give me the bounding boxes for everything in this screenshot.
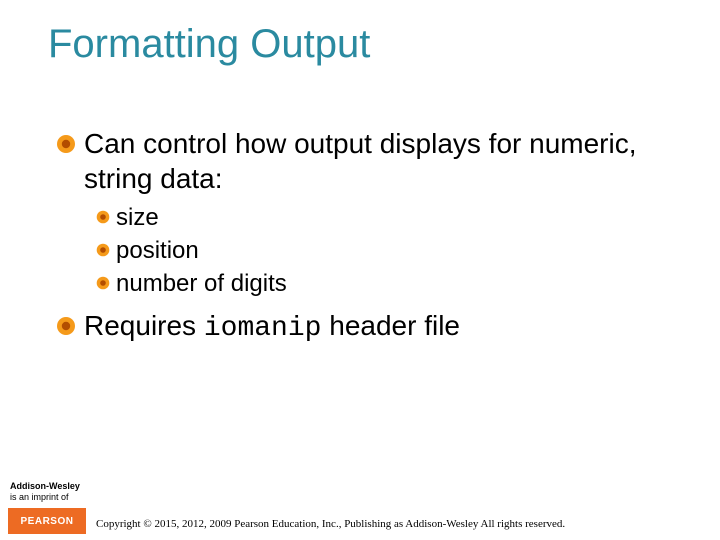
bullet-level1: Requires iomanip header file — [56, 308, 680, 346]
bullet-level2: size — [96, 202, 680, 233]
bullet-icon — [96, 276, 110, 295]
bullet-icon — [96, 243, 110, 262]
bullet-level2: position — [96, 235, 680, 266]
pearson-logo: PEARSON — [8, 508, 86, 534]
bullet-level1: Can control how output displays for nume… — [56, 126, 680, 196]
brand-name: Addison-Wesley — [10, 481, 80, 491]
sub-bullet-list: size position number of digits — [96, 202, 680, 300]
bullet-suffix: header file — [321, 310, 460, 341]
sub-bullet-text: size — [116, 202, 159, 233]
copyright-text: Copyright © 2015, 2012, 2009 Pearson Edu… — [96, 518, 565, 530]
content-area: Can control how output displays for nume… — [56, 126, 680, 352]
bullet-level2: number of digits — [96, 268, 680, 299]
footer: Addison-Wesley is an imprint of PEARSON … — [0, 484, 720, 540]
bullet-icon — [56, 316, 76, 341]
publisher-logo-text: Addison-Wesley is an imprint of — [10, 481, 80, 502]
pearson-label: PEARSON — [21, 516, 74, 527]
bullet-icon — [56, 134, 76, 159]
brand-tagline: is an imprint of — [10, 492, 80, 502]
sub-bullet-text: number of digits — [116, 268, 287, 299]
bullet-text: Can control how output displays for nume… — [84, 126, 680, 196]
bullet-icon — [96, 210, 110, 229]
slide-title: Formatting Output — [48, 22, 370, 67]
bullet-prefix: Requires — [84, 310, 204, 341]
bullet-text: Requires iomanip header file — [84, 308, 460, 346]
bullet-mono: iomanip — [204, 313, 322, 344]
sub-bullet-text: position — [116, 235, 199, 266]
